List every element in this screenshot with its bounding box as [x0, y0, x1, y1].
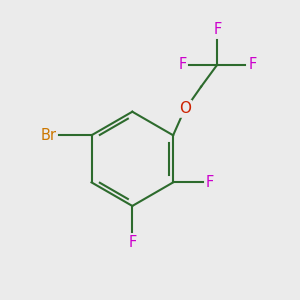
Text: Br: Br — [40, 128, 56, 143]
Text: F: F — [128, 236, 136, 250]
Text: F: F — [178, 57, 186, 72]
Text: O: O — [179, 101, 191, 116]
Text: F: F — [206, 175, 214, 190]
Text: F: F — [213, 22, 221, 37]
Text: F: F — [248, 57, 256, 72]
